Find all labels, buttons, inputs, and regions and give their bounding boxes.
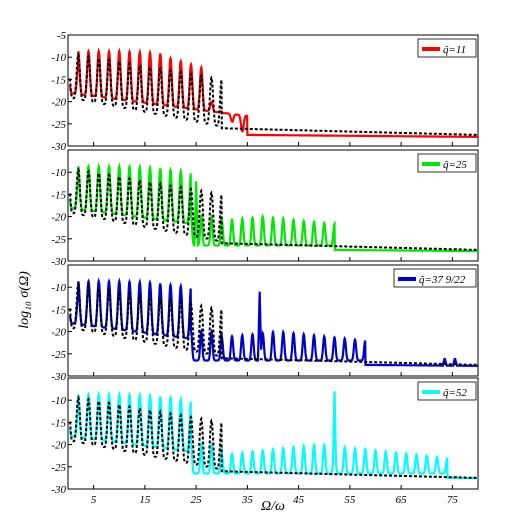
y-tick-label: -25 [51, 234, 66, 246]
legend-box [417, 381, 477, 401]
x-tick-label: 15 [139, 494, 151, 506]
legend-box [417, 38, 477, 58]
panel-3: -10 -15 -20 -25 -30 q̃=37 9/22 [51, 264, 479, 383]
x-tick-label: 35 [241, 494, 254, 506]
series-line [68, 277, 478, 367]
y-tick-label: -20 [51, 97, 66, 109]
panel-1: -5 -10 -15 -20 -25 -30 q̃=11 [51, 30, 479, 153]
y-tick-label: -25 [51, 119, 66, 131]
y-tick-label: -15 [51, 304, 66, 316]
fit-line [69, 52, 478, 136]
legend-label: q̃=52 [443, 387, 467, 399]
y-tick-label: -20 [51, 440, 66, 452]
legend-box [393, 268, 477, 288]
y-tick-label: -15 [51, 417, 66, 429]
fit-line [69, 395, 478, 479]
y-tick-label: -5 [57, 30, 67, 42]
x-tick-label: 55 [344, 494, 356, 506]
y-tick-label: -10 [51, 282, 66, 294]
series-line [68, 47, 478, 138]
legend-label: q̃=25 [443, 159, 467, 171]
panel-frame [67, 149, 479, 262]
x-axis-label: Ω/ω [261, 499, 285, 514]
panel-frame [67, 377, 479, 490]
y-axis-label: log₁₀ σ(Ω) [17, 271, 32, 329]
y-tick-label: -15 [51, 74, 66, 86]
panel-2: -10 -15 -20 -25 -30 q̃=25 [51, 149, 479, 268]
y-tick-label: -15 [51, 189, 66, 201]
y-tick-label: -10 [51, 167, 66, 179]
legend-box [417, 153, 477, 173]
y-tick-label: -30 [51, 484, 66, 496]
fit-line [69, 167, 478, 251]
x-tick-label: 75 [447, 494, 459, 506]
fit-line [69, 282, 478, 366]
legend-label: q̃=37 9/22 [419, 274, 466, 286]
panel-frame [67, 34, 479, 147]
x-tick-label: 5 [91, 494, 97, 506]
y-tick-label: -30 [51, 371, 66, 383]
y-tick-label: -20 [51, 212, 66, 224]
y-tick-label: -10 [51, 395, 66, 407]
y-tick-label: -25 [51, 349, 66, 361]
x-tick-label: 65 [396, 494, 408, 506]
legend-label: q̃=11 [443, 44, 466, 56]
y-tick-label: -25 [51, 462, 66, 474]
y-tick-label: -20 [51, 327, 66, 339]
panel-frame [67, 264, 479, 377]
y-tick-label: -30 [51, 141, 66, 153]
x-tick-label: 25 [191, 494, 203, 506]
series-line [68, 390, 478, 480]
panel-4: -10 -15 -20 -25 -30 q̃=52 [51, 377, 479, 496]
y-tick-label: -10 [51, 52, 66, 64]
panels: -5 -10 -15 -20 -25 -30 q̃=11 -10 -15 -20 -25 -30 q̃=… [51, 30, 479, 506]
x-tick-label: 45 [293, 494, 305, 506]
series-line [68, 162, 478, 253]
y-tick-label: -30 [51, 256, 66, 268]
